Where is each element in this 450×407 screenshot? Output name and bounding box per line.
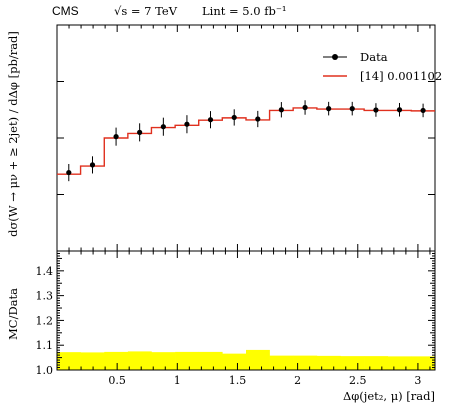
ratio-band-bin (151, 352, 176, 370)
data-point (137, 129, 143, 135)
data-point (113, 134, 119, 140)
data-point (302, 104, 308, 111)
data-point (396, 107, 403, 113)
ratio-x-tick-label: 1 (174, 374, 181, 387)
main-y-ticks (57, 81, 435, 195)
ratio-y-tick-label: 1.2 (36, 314, 54, 327)
data-point (207, 117, 214, 123)
energy-label: √s = 7 TeV (114, 4, 178, 18)
data-point (184, 121, 190, 127)
legend-data-marker (332, 54, 338, 60)
ratio-band-bin (57, 352, 81, 370)
ratio-band-bin (411, 356, 436, 370)
data-point (255, 116, 261, 122)
ratio-band-bin (198, 351, 223, 370)
ratio-band-bin (316, 355, 341, 370)
data-point (278, 107, 284, 113)
ratio-y-ticks: 1.0 1.1 1.2 1.3 1.4 (36, 252, 435, 377)
main-x-ticks (68, 25, 431, 251)
data-point (326, 106, 332, 112)
data-point (89, 162, 96, 168)
ratio-band (57, 349, 436, 370)
legend: Data [14] 0.001102 (323, 50, 442, 83)
ratio-plot-panel: 0.5 1 1.5 2 2.5 3 1.0 1.1 1.2 1.3 1.4 (36, 250, 436, 387)
ratio-x-tick-label: 1.5 (229, 374, 247, 387)
data-point (231, 114, 237, 121)
ratio-band-bin (340, 356, 365, 370)
main-plot-marks (57, 100, 435, 182)
main-ylabel: dσ(W → μν + ≥ 2jet) / dΔφ [pb/rad] (6, 31, 20, 237)
ratio-band-bin (127, 351, 152, 370)
ratio-band-bin (104, 351, 129, 370)
ratio-x-tick-label: 0.5 (108, 374, 126, 387)
ratio-y-tick-label: 1.4 (36, 265, 54, 278)
data-point (160, 124, 166, 130)
data-point (420, 107, 426, 114)
ratio-band-bin (175, 351, 200, 370)
data-point (373, 107, 379, 113)
ratio-x-ticks: 0.5 1 1.5 2 2.5 3 (68, 251, 431, 387)
ratio-band-bin (293, 355, 318, 370)
ratio-xlabel: Δφ(jet₂, μ) [rad] (343, 389, 435, 403)
ratio-band-bin (387, 356, 412, 370)
ratio-y-tick-label: 1.1 (36, 339, 54, 352)
ratio-x-tick-label: 3 (414, 374, 421, 387)
data-point (66, 169, 72, 176)
luminosity-label: Lint = 5.0 fb⁻¹ (202, 4, 287, 18)
experiment-label: CMS (52, 4, 79, 18)
ratio-y-tick-label: 1.0 (36, 364, 54, 377)
legend-mc-label: [14] 0.001102 (360, 69, 442, 83)
ratio-ylabel: MC/Data (6, 288, 20, 340)
data-point (349, 106, 355, 112)
mc-step-line (57, 107, 435, 175)
ratio-x-tick-label: 2 (294, 374, 301, 387)
legend-data-label: Data (360, 50, 388, 64)
ratio-band-bin (246, 349, 270, 370)
ratio-band-bin (364, 356, 389, 370)
ratio-band-bin (80, 352, 105, 370)
ratio-band-bin (222, 353, 247, 370)
ratio-x-tick-label: 2.5 (349, 374, 367, 387)
ratio-band-bin (269, 355, 294, 370)
ratio-y-tick-label: 1.3 (36, 290, 54, 303)
